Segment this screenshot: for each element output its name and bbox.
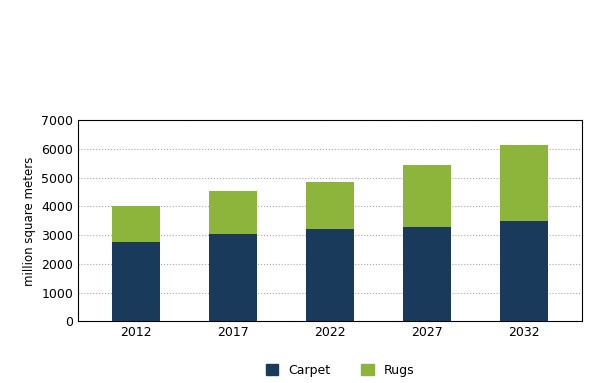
Bar xyxy=(112,242,160,321)
Bar xyxy=(112,206,160,242)
Legend: Carpet, Rugs: Carpet, Rugs xyxy=(266,364,415,377)
Y-axis label: million square meters: million square meters xyxy=(23,156,35,285)
Bar xyxy=(306,229,354,321)
Bar xyxy=(500,145,548,221)
Bar xyxy=(403,165,451,227)
Bar xyxy=(209,191,257,234)
Bar xyxy=(209,234,257,321)
Bar xyxy=(403,227,451,321)
Bar xyxy=(500,221,548,321)
Bar xyxy=(306,182,354,229)
Text: Figure 3-4.
Global Carpet & Rug Demand by Product,
2012, 2017, 2022, 2027, & 203: Figure 3-4. Global Carpet & Rug Demand b… xyxy=(9,8,284,77)
